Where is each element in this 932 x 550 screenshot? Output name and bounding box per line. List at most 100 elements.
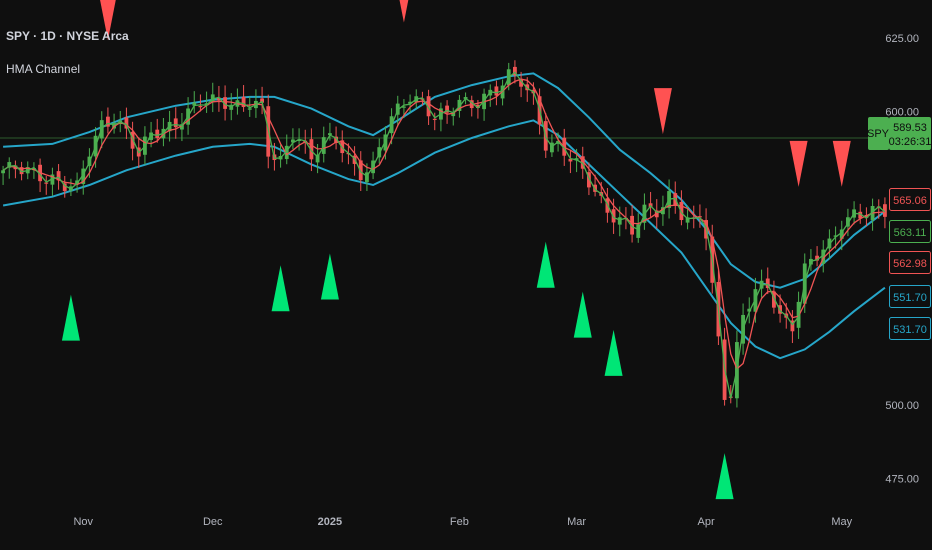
candle-body <box>340 140 345 154</box>
buy-signal-arrow <box>536 241 555 288</box>
candle-body <box>821 249 826 264</box>
candle-body <box>636 224 641 238</box>
candle-body <box>494 86 499 96</box>
price-axis[interactable]: 625.00 600.00 500.00 475.00 <box>885 33 919 485</box>
x-tick-label: Apr <box>698 516 715 528</box>
symbol-tag-chip <box>868 117 889 150</box>
signals-layer <box>61 0 851 500</box>
y-tick-label: 600.00 <box>885 107 919 119</box>
candle-body <box>81 168 86 184</box>
candle-body <box>747 308 752 312</box>
candle-body <box>833 235 838 237</box>
candle-body <box>617 217 622 225</box>
candle-body <box>846 217 850 227</box>
indicator-label[interactable]: HMA Channel <box>6 62 81 76</box>
candle-body <box>7 162 12 168</box>
y-tick-label: 500.00 <box>885 400 919 412</box>
candle-body <box>19 167 24 175</box>
y-tick-label: 475.00 <box>885 474 919 486</box>
candle-body <box>130 131 135 149</box>
symbol-title[interactable]: SPY · 1D · NYSE Arca <box>6 29 129 43</box>
x-tick-label: Mar <box>567 516 586 528</box>
candle-body <box>291 139 295 143</box>
candle-body <box>192 102 197 106</box>
candle-body <box>815 255 819 261</box>
candle-body <box>587 172 591 188</box>
candle-body <box>630 215 634 235</box>
candle-body <box>568 158 573 162</box>
candle-body <box>426 96 431 117</box>
candle-body <box>408 101 412 104</box>
price-tag-box <box>889 220 931 243</box>
buy-signal-arrow <box>715 453 734 500</box>
candle-body <box>106 116 110 127</box>
hma-lower-band <box>2 119 886 360</box>
candle-body <box>217 97 221 101</box>
candle-body <box>309 139 314 160</box>
candle-body <box>685 217 690 223</box>
candle-body <box>50 174 55 185</box>
candle-body <box>284 145 289 160</box>
sell-signal-arrow <box>832 140 851 187</box>
candle-body <box>173 118 178 128</box>
x-tick-label: Dec <box>203 516 223 528</box>
candle-body <box>44 182 49 184</box>
candle-body <box>476 104 480 108</box>
candle-body <box>698 216 702 218</box>
candle-body <box>241 96 246 108</box>
buy-signal-arrow <box>573 291 592 338</box>
candle-body <box>247 108 252 110</box>
price-tag-value: 565.06 <box>893 195 927 207</box>
buy-signal-arrow <box>320 253 339 300</box>
last-price-tag-bg <box>889 117 931 150</box>
candle-body <box>790 320 795 332</box>
sell-signal-arrow <box>789 140 808 187</box>
price-tag-value: 563.11 <box>894 227 927 239</box>
candle-body <box>155 129 160 138</box>
candle-body <box>839 229 844 239</box>
candle-body <box>765 278 770 289</box>
candle-body <box>402 106 406 108</box>
candle-body <box>772 291 776 308</box>
price-tag-box <box>889 317 931 340</box>
candle-body <box>383 134 388 151</box>
price-tag-value: 531.70 <box>893 324 927 336</box>
candle-body <box>149 132 153 141</box>
last-price-tag-value: 589.53 <box>893 122 927 134</box>
candle-body <box>297 139 301 142</box>
price-tag-value: 551.70 <box>893 292 927 304</box>
x-tick-label: May <box>831 516 852 528</box>
time-axis[interactable]: Nov Dec 2025 Feb Mar Apr May <box>73 516 852 528</box>
candle-body <box>223 97 227 109</box>
candle-body <box>451 112 456 117</box>
sell-signal-arrow <box>653 88 672 135</box>
candle-body <box>315 154 320 163</box>
candle-body <box>328 133 332 136</box>
candle-body <box>679 201 684 221</box>
buy-signal-arrow <box>61 294 80 341</box>
candle-body <box>445 105 449 113</box>
candle-body <box>580 156 585 169</box>
candle-body <box>124 117 129 129</box>
price-tag-box <box>889 251 931 274</box>
candle-body <box>358 160 363 181</box>
fast-ma-line <box>2 71 886 399</box>
candle-body <box>519 78 523 87</box>
candle-body <box>62 183 67 192</box>
candle-body <box>858 211 863 219</box>
candle-body <box>365 172 369 183</box>
candle-body <box>883 204 887 217</box>
candle-body <box>334 136 338 143</box>
candle-body <box>611 209 616 223</box>
x-tick-label: Feb <box>450 516 469 528</box>
buy-signal-arrow <box>271 265 290 312</box>
bar-countdown: 03:26:31 <box>889 136 932 148</box>
sell-signal-arrow <box>399 0 409 23</box>
candle-body <box>432 118 437 120</box>
candle-body <box>56 171 61 181</box>
candle-body <box>260 98 264 103</box>
x-tick-label: 2025 <box>318 516 342 528</box>
x-tick-label: Nov <box>73 516 93 528</box>
